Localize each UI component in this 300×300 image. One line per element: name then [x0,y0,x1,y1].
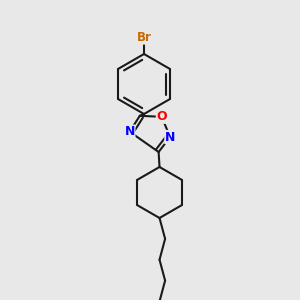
Text: Br: Br [136,31,152,44]
Text: N: N [124,125,135,138]
Text: O: O [156,110,167,123]
Text: N: N [165,130,175,143]
